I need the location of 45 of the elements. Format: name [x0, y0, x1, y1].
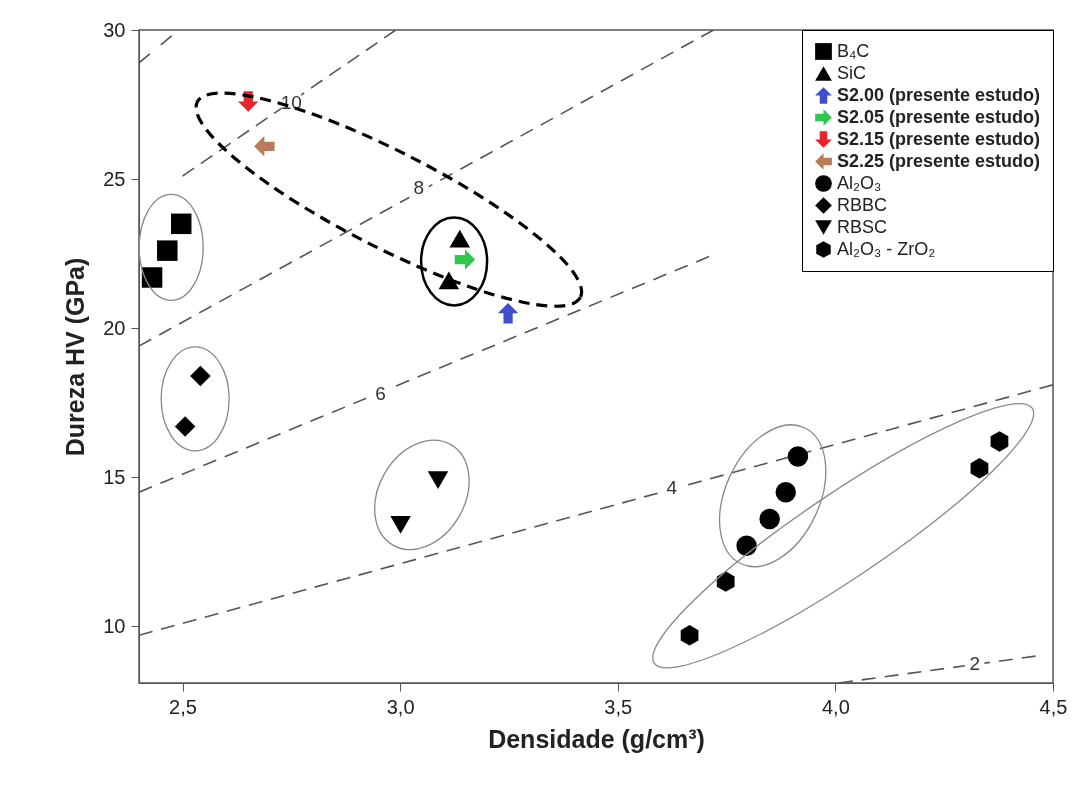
legend-label: S2.15 (presente estudo) [837, 128, 1041, 149]
legend-label: RBSC [837, 216, 888, 237]
y-tick-label: 20 [103, 316, 126, 339]
legend-label: Al₂O₃ [837, 172, 882, 193]
legend-label: S2.00 (presente estudo) [837, 84, 1041, 105]
annotation: 6 [375, 382, 386, 404]
point [427, 471, 449, 490]
point [190, 365, 211, 387]
point [990, 431, 1009, 452]
y-tick-label: 10 [103, 614, 126, 637]
point [775, 481, 797, 503]
point [390, 516, 411, 534]
legend-label: RBBC [837, 194, 888, 215]
point [254, 136, 275, 157]
x-tick-label: 3,0 [386, 695, 415, 718]
x-tick-label: 2,5 [169, 695, 197, 718]
point [736, 535, 757, 557]
point [680, 625, 699, 646]
point [497, 303, 519, 324]
x-axis-title: Densidade (g/cm³) [488, 724, 705, 753]
point [716, 571, 735, 592]
annotation: 2 [969, 652, 980, 674]
x-tick-label: 4,5 [1039, 695, 1068, 718]
point [157, 240, 178, 261]
legend-label: S2.05 (presente estudo) [837, 106, 1041, 127]
point [170, 213, 192, 235]
y-axis-title: Dureza HV (GPa) [61, 257, 90, 457]
point [787, 446, 809, 467]
x-tick-label: 3,5 [604, 695, 633, 718]
y-tick-label: 15 [103, 465, 126, 488]
legend-label: SiC [837, 62, 867, 83]
point [970, 458, 989, 479]
point [759, 508, 780, 530]
annotation: 4 [666, 476, 678, 498]
point [174, 416, 196, 437]
x-tick-label: 4,0 [821, 695, 850, 718]
legend-label: S2.25 (presente estudo) [837, 150, 1041, 171]
legend-label: B₄C [837, 40, 870, 61]
annotation: 8 [413, 177, 425, 199]
y-tick-label: 25 [103, 167, 126, 190]
point [454, 249, 476, 270]
point [449, 229, 471, 248]
legend-label: Al₂O₃ - ZrO₂ [837, 238, 936, 259]
y-tick-label: 30 [103, 18, 126, 41]
point [141, 267, 163, 288]
